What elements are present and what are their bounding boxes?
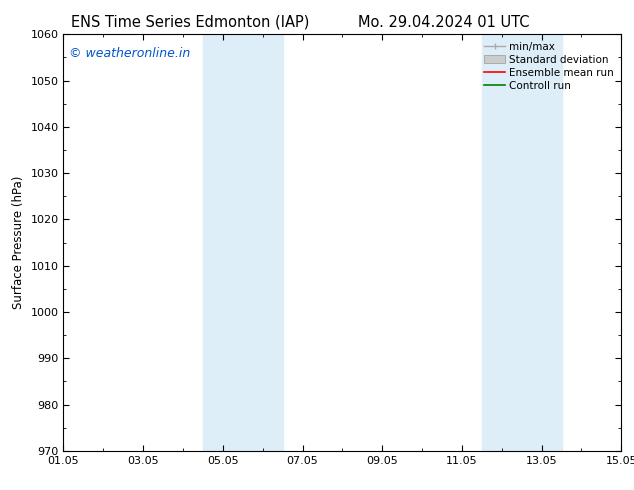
Bar [203, 34, 243, 451]
Text: ENS Time Series Edmonton (IAP): ENS Time Series Edmonton (IAP) [71, 15, 309, 30]
Legend: min/max, Standard deviation, Ensemble mean run, Controll run: min/max, Standard deviation, Ensemble me… [482, 40, 616, 93]
Bar [243, 34, 283, 451]
Text: Mo. 29.04.2024 01 UTC: Mo. 29.04.2024 01 UTC [358, 15, 529, 30]
Text: © weatheronline.in: © weatheronline.in [69, 47, 190, 60]
Bar [482, 34, 522, 451]
Bar [522, 34, 562, 451]
Y-axis label: Surface Pressure (hPa): Surface Pressure (hPa) [12, 176, 25, 309]
